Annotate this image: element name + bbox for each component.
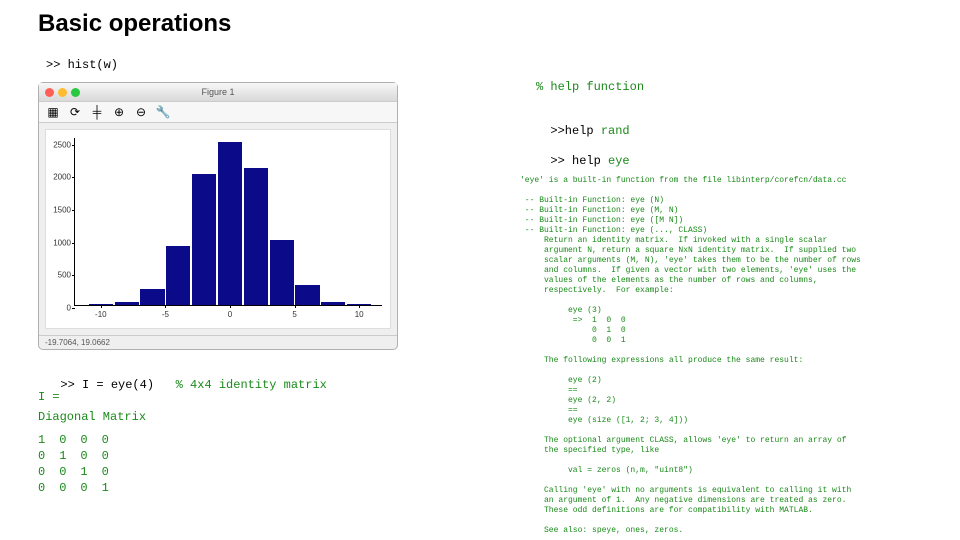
matrix-header: I = bbox=[38, 390, 146, 404]
help-comment: % help function bbox=[536, 80, 644, 94]
x-tick-label: -5 bbox=[162, 310, 169, 319]
matrix-cell: 0 bbox=[38, 480, 59, 496]
window-title: Figure 1 bbox=[201, 87, 234, 97]
x-tick-label: -10 bbox=[95, 310, 107, 319]
matrix-cell: 0 bbox=[38, 464, 59, 480]
matrix-cell: 0 bbox=[59, 480, 80, 496]
histogram-bar bbox=[140, 289, 164, 305]
table-row: 0100 bbox=[38, 448, 123, 464]
histogram-bar bbox=[295, 285, 319, 305]
refresh-icon[interactable]: ⟳ bbox=[67, 104, 83, 120]
window-titlebar: Figure 1 bbox=[39, 83, 397, 101]
x-tick-label: 10 bbox=[355, 310, 364, 319]
y-tick-label: 2500 bbox=[49, 140, 71, 149]
histogram-bar bbox=[321, 302, 345, 305]
help-eye-line: >> help eye bbox=[536, 140, 630, 168]
zoom-in-icon[interactable]: ⊕ bbox=[111, 104, 127, 120]
matrix-cell: 0 bbox=[59, 464, 80, 480]
plot-area: 0 500 1000 1500 2000 2500 -10 -5 0 5 10 bbox=[45, 129, 391, 329]
eye-comment: % 4x4 identity matrix bbox=[154, 378, 327, 392]
help-output: 'eye' is a built-in function from the fi… bbox=[520, 176, 930, 536]
matrix-cell: 0 bbox=[80, 448, 101, 464]
help-eye-arg: eye bbox=[608, 154, 630, 168]
page-title: Basic operations bbox=[38, 10, 231, 38]
help-rand-arg: rand bbox=[601, 124, 630, 138]
minimize-icon[interactable] bbox=[58, 88, 67, 97]
histogram-bar bbox=[192, 174, 216, 305]
matrix-cell: 0 bbox=[102, 464, 123, 480]
histogram-bar bbox=[115, 302, 139, 305]
y-tick-label: 1500 bbox=[49, 205, 71, 214]
histogram-bar bbox=[270, 240, 294, 305]
zoom-out-icon[interactable]: ⊖ bbox=[133, 104, 149, 120]
matrix-cell: 1 bbox=[102, 480, 123, 496]
matrix-cell: 0 bbox=[38, 448, 59, 464]
matrix-cell: 1 bbox=[59, 448, 80, 464]
table-row: 1000 bbox=[38, 432, 123, 448]
y-tick-label: 500 bbox=[49, 271, 71, 280]
table-row: 0010 bbox=[38, 464, 123, 480]
x-tick-label: 5 bbox=[292, 310, 296, 319]
file-icon[interactable]: ▦ bbox=[45, 104, 61, 120]
matrix-cell: 0 bbox=[80, 432, 101, 448]
help-rand-prefix: >>help bbox=[550, 124, 600, 138]
eye-command-row: >> I = eye(4) % 4x4 identity matrix bbox=[46, 364, 327, 392]
matrix-label: Diagonal Matrix bbox=[38, 410, 146, 424]
axes: 05001000150020002500-10-50510 bbox=[74, 138, 382, 306]
help-rand-line: >>help rand bbox=[536, 110, 630, 138]
figure-window: Figure 1 ▦ ⟳ ╪ ⊕ ⊖ 🔧 0 500 1000 1500 2000 2500 -10 -… bbox=[38, 82, 398, 350]
hist-command: >> hist(w) bbox=[46, 58, 118, 72]
matrix-cell: 0 bbox=[102, 448, 123, 464]
matrix-output: I = Diagonal Matrix 1000010000100001 bbox=[38, 390, 146, 496]
table-row: 0001 bbox=[38, 480, 123, 496]
matrix-cell: 0 bbox=[59, 432, 80, 448]
close-icon[interactable] bbox=[45, 88, 54, 97]
y-tick-label: 2000 bbox=[49, 173, 71, 182]
histogram-bar bbox=[166, 246, 190, 305]
help-eye-prefix: >> help bbox=[550, 154, 608, 168]
y-tick-label: 0 bbox=[49, 304, 71, 313]
histogram-bar bbox=[218, 142, 242, 305]
grid-icon[interactable]: ╪ bbox=[89, 104, 105, 120]
matrix-cell: 1 bbox=[80, 464, 101, 480]
figure-statusbar: -19.7064, 19.0662 bbox=[39, 335, 397, 349]
wrench-icon[interactable]: 🔧 bbox=[155, 104, 171, 120]
matrix-cell: 0 bbox=[102, 432, 123, 448]
histogram-bar bbox=[244, 168, 268, 305]
matrix-cell: 1 bbox=[38, 432, 59, 448]
figure-toolbar: ▦ ⟳ ╪ ⊕ ⊖ 🔧 bbox=[39, 101, 397, 123]
matrix-cell: 0 bbox=[80, 480, 101, 496]
y-tick-label: 1000 bbox=[49, 238, 71, 247]
x-tick-label: 0 bbox=[228, 310, 232, 319]
maximize-icon[interactable] bbox=[71, 88, 80, 97]
matrix-table: 1000010000100001 bbox=[38, 432, 123, 496]
